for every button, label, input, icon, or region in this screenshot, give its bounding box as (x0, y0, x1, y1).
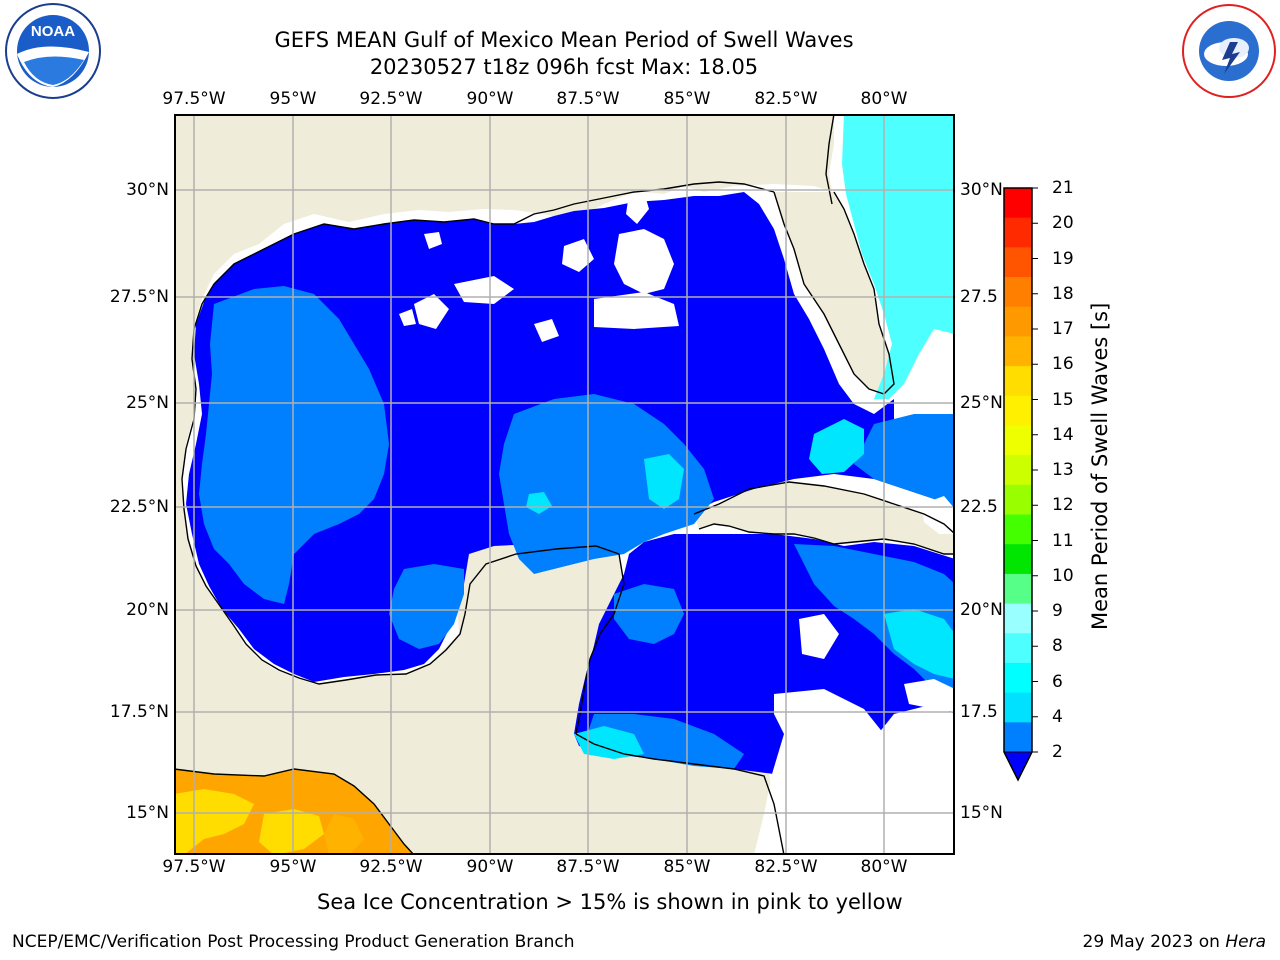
footer-credit: NCEP/EMC/Verification Post Processing Pr… (12, 932, 575, 952)
colorbar-tick-label: 18 (1052, 283, 1074, 304)
gulf-8-9s (842, 114, 955, 399)
colorbar-label: Mean Period of Swell Waves [s] (1088, 302, 1112, 630)
colorbar-bin (1004, 722, 1032, 753)
colorbar-tick-label: 12 (1052, 495, 1074, 516)
lon-label-bottom: 80°W (860, 857, 908, 877)
gulf-6-8s (526, 419, 955, 759)
lat-label-right: 17.5 (960, 702, 998, 722)
colorbar-tick-label: 20 (1052, 213, 1074, 234)
colorbar-bin (1004, 336, 1032, 367)
footer-date-text: 29 May 2023 on (1082, 932, 1226, 952)
colorbar-tick-label: 13 (1052, 460, 1074, 480)
colorbar-tick-label: 14 (1052, 424, 1074, 445)
lat-label-right: 30°N (960, 180, 1003, 200)
lat-label-left: 27.5°N (109, 287, 169, 307)
colorbar-bin (1004, 366, 1032, 397)
lon-label-top: 97.5°W (162, 89, 226, 109)
colorbar-bin (1004, 603, 1032, 634)
map-plot (174, 114, 955, 855)
lon-label-top: 82.5°W (754, 89, 818, 109)
lon-label-bottom: 85°W (663, 857, 711, 877)
lon-label-top: 90°W (466, 89, 514, 109)
colorbar-extend (1003, 751, 1033, 782)
colorbar-bin (1004, 277, 1032, 308)
colorbar (1003, 187, 1038, 782)
lat-label-left: 20°N (126, 600, 169, 620)
colorbar-tick-label: 8 (1052, 636, 1063, 657)
colorbar-bin (1004, 633, 1032, 664)
colorbar-bin (1004, 544, 1032, 575)
colorbar-bin (1004, 425, 1032, 456)
nws-logo (1180, 2, 1278, 100)
colorbar-bin (1004, 455, 1032, 486)
lon-label-top: 80°W (860, 89, 908, 109)
lat-label-left: 25°N (126, 393, 169, 413)
noaa-logo: NOAA (4, 2, 102, 100)
colorbar-bin (1004, 306, 1032, 337)
lon-label-top: 87.5°W (556, 89, 620, 109)
lon-label-bottom: 97.5°W (162, 857, 226, 877)
sea-ice-note: Sea Ice Concentration > 15% is shown in … (317, 890, 903, 914)
lon-label-top: 95°W (269, 89, 317, 109)
colorbar-tick-label: 21 (1052, 178, 1074, 198)
colorbar-tick-label: 9 (1052, 601, 1063, 621)
map-title: GEFS MEAN Gulf of Mexico Mean Period of … (274, 28, 854, 52)
colorbar-bin (1004, 514, 1032, 545)
colorbar-tick-label: 15 (1052, 389, 1074, 410)
lon-label-top: 85°W (663, 89, 711, 109)
footer-machine: Hera (1225, 932, 1266, 952)
colorbar-bin (1004, 217, 1032, 248)
noaa-logo-text: NOAA (31, 23, 75, 40)
lat-label-left: 15°N (126, 803, 169, 823)
map-subtitle: 20230527 t18z 096h fcst Max: 18.05 (369, 55, 759, 79)
colorbar-bin (1004, 395, 1032, 426)
colorbar-tick-label: 2 (1052, 742, 1063, 762)
lon-label-bottom: 82.5°W (754, 857, 818, 877)
colorbar-bin (1004, 662, 1032, 694)
colorbar-tick-label: 4 (1052, 706, 1063, 727)
colorbar-bin (1004, 247, 1032, 278)
graticule (174, 114, 955, 855)
lon-label-bottom: 87.5°W (556, 857, 620, 877)
lat-label-left: 22.5°N (109, 497, 169, 517)
colorbar-tick-label: 16 (1052, 354, 1074, 375)
lat-label-left: 17.5°N (109, 702, 169, 722)
colorbar-tick-label: 6 (1052, 671, 1063, 692)
colorbar-tick-label: 17 (1052, 319, 1074, 339)
colorbar-frame (1003, 187, 1033, 782)
lat-label-right: 20°N (960, 600, 1003, 620)
lon-label-bottom: 95°W (269, 857, 317, 877)
lon-label-bottom: 92.5°W (359, 857, 423, 877)
colorbar-bin (1004, 484, 1032, 516)
lon-label-bottom: 90°W (466, 857, 514, 877)
colorbar-tick-label: 11 (1052, 530, 1074, 551)
lat-label-right: 25°N (960, 393, 1003, 413)
lat-label-right: 22.5 (960, 497, 998, 517)
colorbar-tick-label: 10 (1052, 565, 1074, 586)
lat-label-left: 30°N (126, 180, 169, 200)
colorbar-bin (1004, 692, 1032, 723)
colorbar-bin (1004, 573, 1032, 605)
lat-label-right: 27.5 (960, 287, 998, 307)
lat-label-right: 15°N (960, 803, 1003, 823)
colorbar-bin (1004, 188, 1032, 219)
colorbar-tick-label: 19 (1052, 248, 1074, 269)
lon-label-top: 92.5°W (359, 89, 423, 109)
footer-date: 29 May 2023 on Hera (1083, 932, 1267, 952)
